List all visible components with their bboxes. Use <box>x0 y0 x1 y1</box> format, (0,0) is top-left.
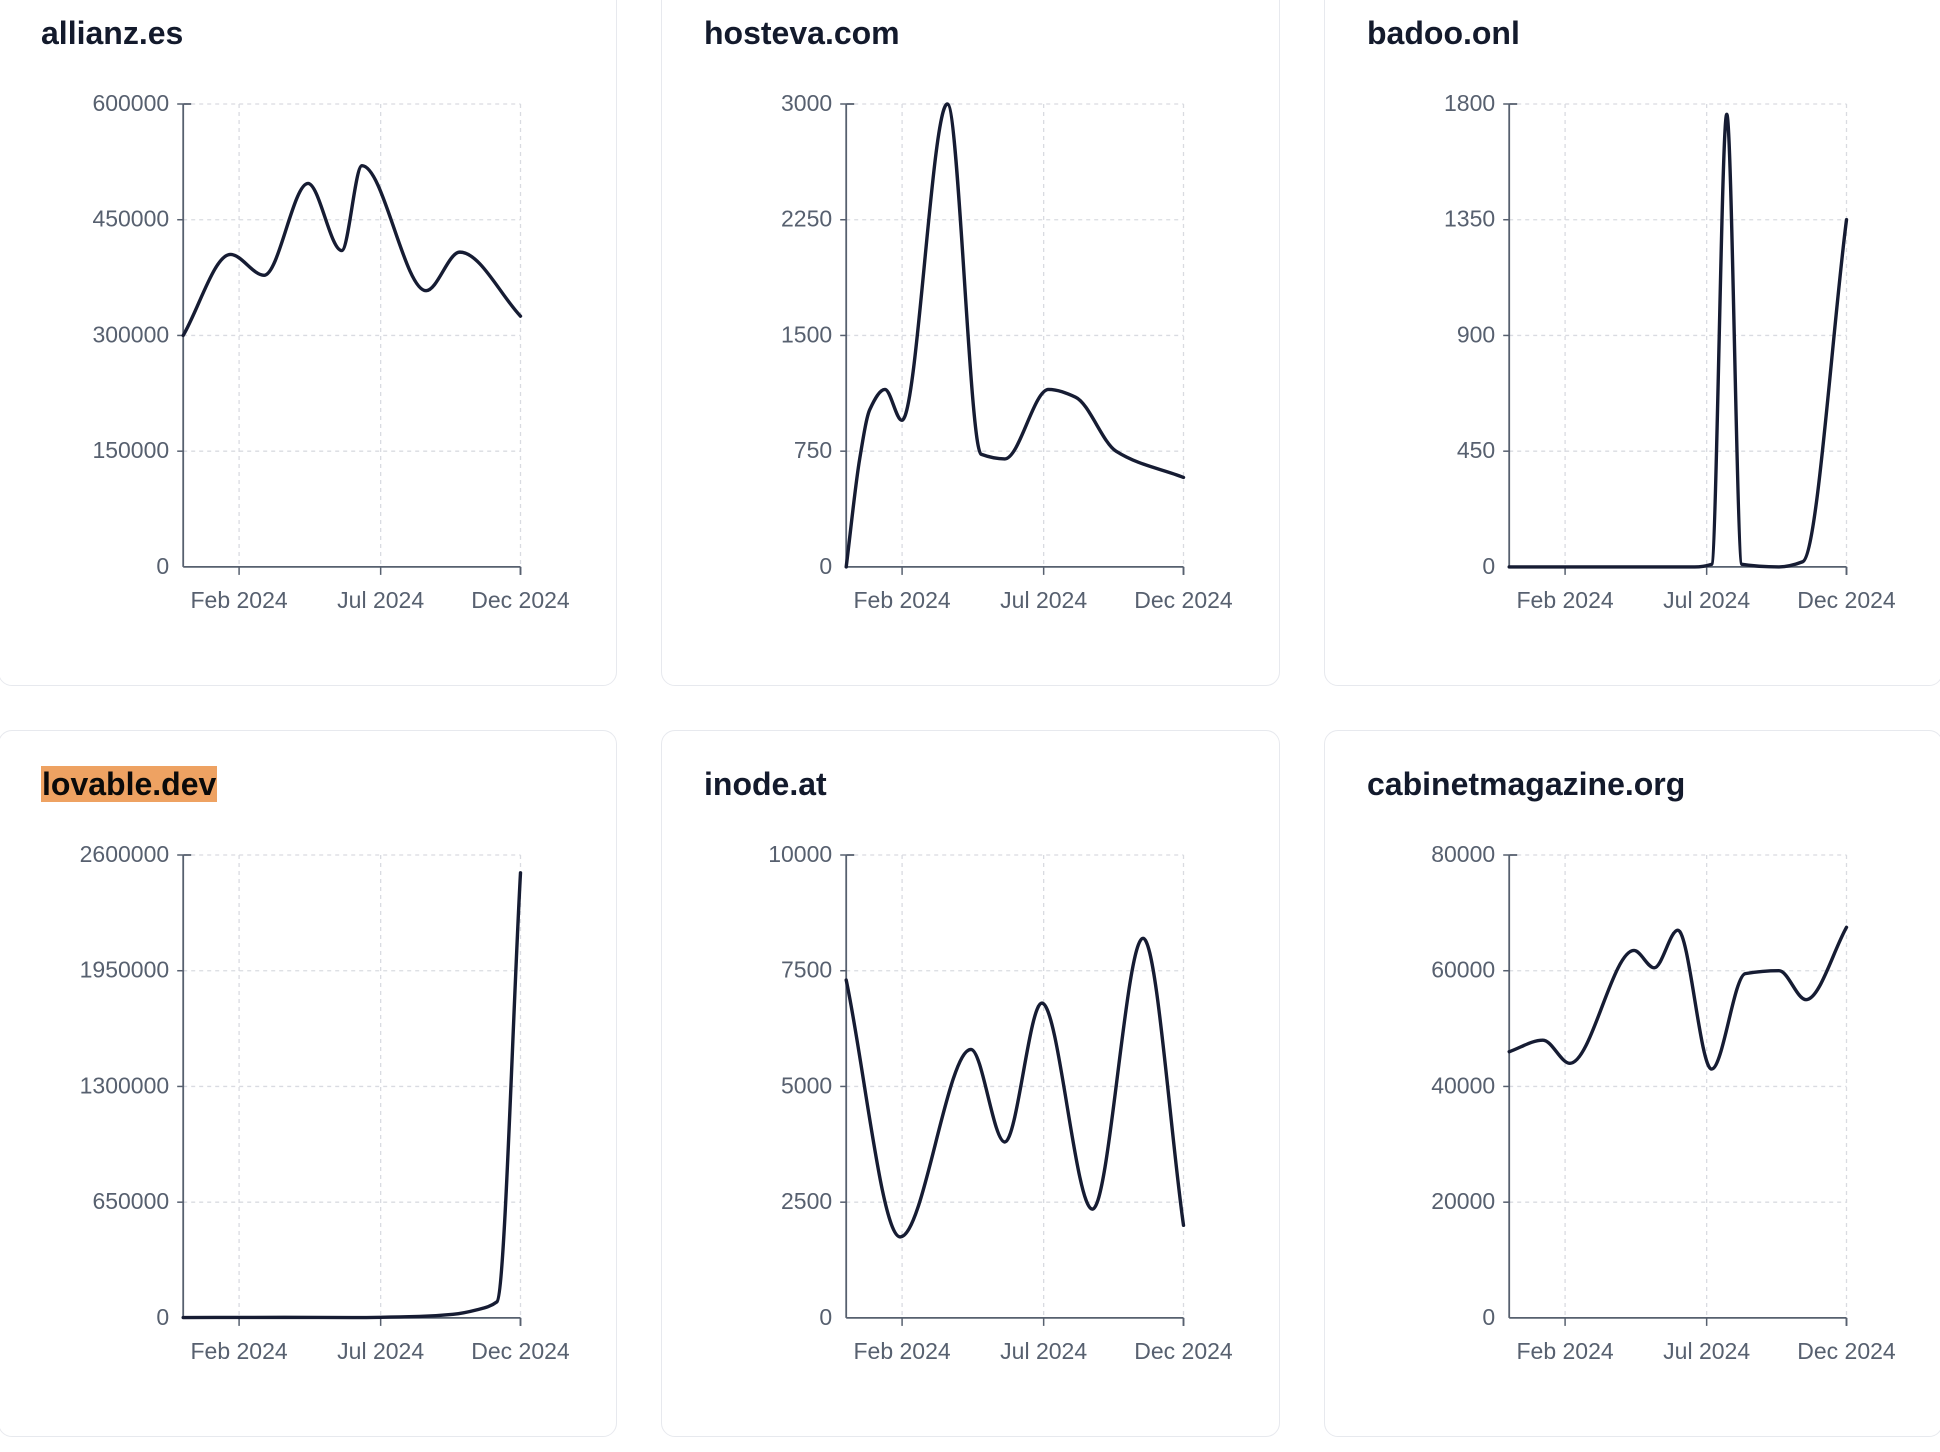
svg-text:Dec 2024: Dec 2024 <box>471 586 570 612</box>
svg-text:Feb 2024: Feb 2024 <box>1516 1337 1613 1363</box>
svg-text:450000: 450000 <box>92 205 169 231</box>
svg-text:5000: 5000 <box>781 1072 832 1098</box>
svg-text:Feb 2024: Feb 2024 <box>1516 586 1613 612</box>
svg-text:Feb 2024: Feb 2024 <box>853 1337 950 1363</box>
svg-text:Feb 2024: Feb 2024 <box>190 586 287 612</box>
svg-text:0: 0 <box>1482 552 1495 578</box>
svg-text:Jul 2024: Jul 2024 <box>337 586 424 612</box>
svg-text:0: 0 <box>1482 1303 1495 1329</box>
svg-text:Jul 2024: Jul 2024 <box>1000 586 1087 612</box>
svg-text:0: 0 <box>156 552 169 578</box>
svg-text:650000: 650000 <box>92 1188 169 1214</box>
svg-text:7500: 7500 <box>781 956 832 982</box>
svg-text:Dec 2024: Dec 2024 <box>1797 1337 1896 1363</box>
svg-text:Feb 2024: Feb 2024 <box>190 1337 287 1363</box>
svg-text:10000: 10000 <box>768 841 832 867</box>
svg-text:Jul 2024: Jul 2024 <box>1663 586 1750 612</box>
svg-text:900: 900 <box>1457 321 1495 347</box>
svg-text:450: 450 <box>1457 437 1495 463</box>
svg-text:1300000: 1300000 <box>80 1072 170 1098</box>
svg-text:3000: 3000 <box>781 90 832 116</box>
svg-text:Dec 2024: Dec 2024 <box>471 1337 570 1363</box>
svg-text:300000: 300000 <box>92 321 169 347</box>
svg-text:0: 0 <box>156 1303 169 1329</box>
svg-text:Feb 2024: Feb 2024 <box>853 586 950 612</box>
svg-text:Dec 2024: Dec 2024 <box>1797 586 1896 612</box>
svg-text:Dec 2024: Dec 2024 <box>1134 1337 1233 1363</box>
svg-text:2500: 2500 <box>781 1188 832 1214</box>
svg-text:1800: 1800 <box>1444 90 1495 116</box>
svg-text:Jul 2024: Jul 2024 <box>337 1337 424 1363</box>
svg-text:600000: 600000 <box>92 90 169 116</box>
svg-text:750: 750 <box>794 437 832 463</box>
svg-text:0: 0 <box>819 1303 832 1329</box>
svg-text:2600000: 2600000 <box>80 841 170 867</box>
svg-text:80000: 80000 <box>1431 841 1495 867</box>
svg-text:1350: 1350 <box>1444 205 1495 231</box>
svg-text:150000: 150000 <box>92 437 169 463</box>
svg-text:Jul 2024: Jul 2024 <box>1000 1337 1087 1363</box>
svg-text:1950000: 1950000 <box>80 956 170 982</box>
svg-text:Jul 2024: Jul 2024 <box>1663 1337 1750 1363</box>
svg-text:60000: 60000 <box>1431 956 1495 982</box>
svg-text:20000: 20000 <box>1431 1188 1495 1214</box>
svg-text:2250: 2250 <box>781 205 832 231</box>
svg-text:Dec 2024: Dec 2024 <box>1134 586 1233 612</box>
svg-text:1500: 1500 <box>781 321 832 347</box>
svg-text:0: 0 <box>819 552 832 578</box>
svg-text:40000: 40000 <box>1431 1072 1495 1098</box>
